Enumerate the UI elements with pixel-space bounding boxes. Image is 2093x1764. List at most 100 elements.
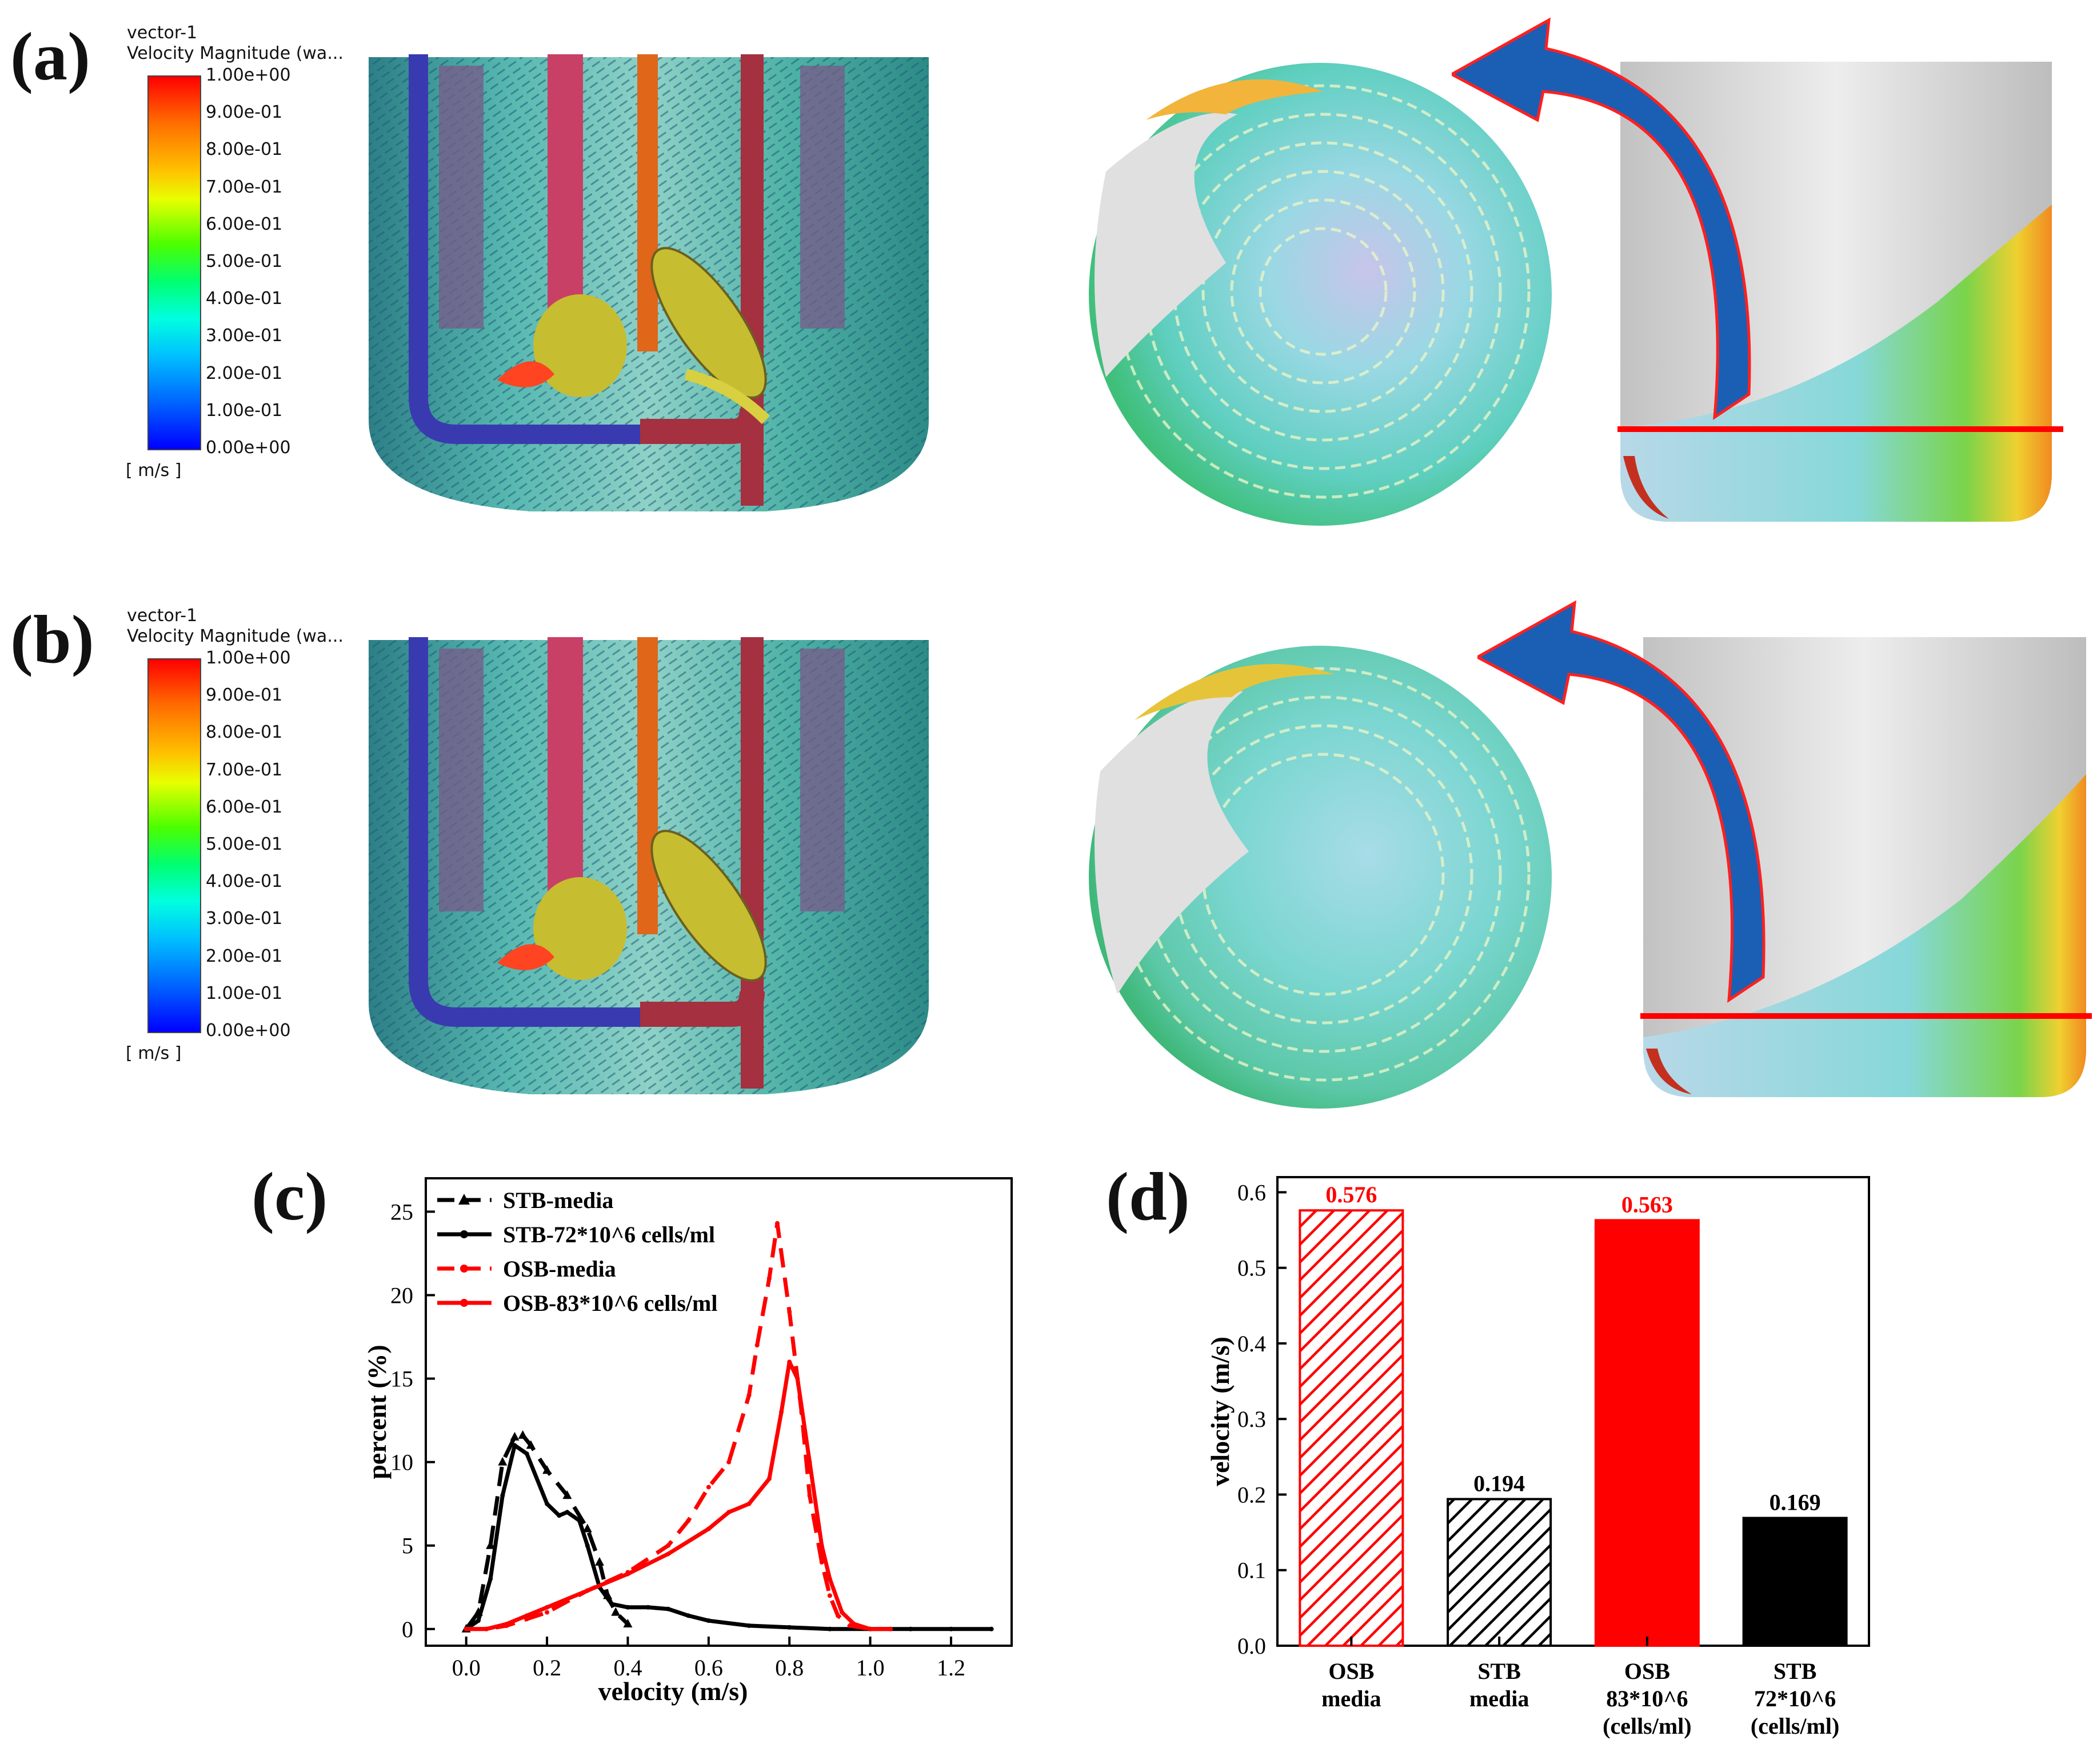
data-point — [577, 1518, 582, 1523]
data-point — [565, 1510, 570, 1515]
bar — [1447, 1498, 1552, 1647]
panel-b-label: (b) — [10, 601, 94, 677]
colorbar-tick-label: 5.00e-01 — [206, 251, 283, 271]
legend-marker — [458, 1194, 470, 1205]
y-tick-label: 0.6 — [1237, 1179, 1266, 1205]
panel-d-label: (d) — [1106, 1158, 1190, 1234]
y-tick-label: 0.0 — [1237, 1633, 1266, 1659]
colorbar-unit-b: [ m/s ] — [126, 1043, 182, 1063]
colorbar-gradient — [147, 75, 201, 450]
data-point — [500, 1493, 505, 1498]
data-point — [623, 1619, 633, 1628]
data-point — [518, 1430, 528, 1439]
colorbar-tick-label: 1.00e+00 — [206, 648, 291, 668]
series-line-1 — [464, 1433, 629, 1630]
data-point — [787, 1309, 792, 1314]
colorbar-tick-label: 9.00e-01 — [206, 685, 283, 706]
bar-value-label: 0.576 — [1325, 1182, 1377, 1207]
data-point — [609, 1601, 614, 1606]
category-label: media — [1321, 1686, 1381, 1711]
data-point — [908, 1626, 913, 1631]
data-point — [787, 1625, 792, 1630]
data-point — [582, 1523, 592, 1533]
colorbar-tick-label: 2.00e-01 — [206, 946, 283, 966]
colorbar-tick-label: 5.00e-01 — [206, 834, 283, 854]
colorbar-tick-label: 1.00e-01 — [206, 983, 283, 1003]
data-point — [585, 1543, 590, 1548]
bar — [1299, 1209, 1404, 1647]
y-tick-label: 25 — [390, 1199, 413, 1225]
data-point — [779, 1410, 784, 1414]
data-point — [754, 1343, 760, 1348]
x-tick-label: 1.2 — [937, 1655, 965, 1681]
data-point — [868, 1626, 873, 1631]
colorbar-tick-label: 7.00e-01 — [206, 177, 283, 197]
colorbar-tick-label: 1.00e-01 — [206, 400, 283, 421]
category-label: STB — [1477, 1658, 1521, 1684]
colorbar-tick-label: 2.00e-01 — [206, 363, 283, 383]
impeller-plane-disc-b — [1089, 646, 1552, 1109]
data-point — [706, 1526, 711, 1531]
data-point — [686, 1613, 691, 1618]
data-point — [827, 1626, 832, 1631]
data-point — [545, 1605, 550, 1610]
data-point — [645, 1605, 650, 1610]
legend-label: STB-72*10^6 cells/ml — [503, 1222, 715, 1247]
y-tick-label: 15 — [390, 1366, 413, 1392]
data-point — [510, 1431, 520, 1441]
data-point — [819, 1543, 824, 1548]
category-label: (cells/ml) — [1751, 1713, 1840, 1739]
colorbar-tick-label: 3.00e-01 — [206, 326, 283, 346]
category-label: 72*10^6 — [1754, 1686, 1836, 1711]
x-tick-label: 0.2 — [533, 1655, 561, 1681]
data-point — [666, 1606, 671, 1611]
data-point — [766, 1476, 772, 1481]
data-point — [706, 1618, 711, 1623]
bar-value-label: 0.194 — [1473, 1470, 1525, 1496]
data-point — [848, 1623, 853, 1628]
bar-value-label: 0.563 — [1621, 1191, 1673, 1217]
colorbar-tick-label: 0.00e+00 — [206, 1021, 291, 1041]
data-point — [852, 1622, 857, 1627]
data-point — [795, 1376, 800, 1381]
y-tick-label: 0.1 — [1237, 1558, 1266, 1583]
colorbar-title-line2-b: Velocity Magnitude (wa... — [127, 626, 343, 646]
category-label: OSB — [1328, 1658, 1374, 1684]
category-label: (cells/ml) — [1603, 1713, 1692, 1739]
legend-marker — [460, 1299, 468, 1307]
legend-marker — [460, 1230, 468, 1238]
data-point — [726, 1459, 732, 1465]
colorbar-unit: [ m/s ] — [126, 461, 182, 481]
data-point — [611, 1607, 621, 1616]
data-point — [948, 1626, 953, 1631]
data-point — [666, 1551, 671, 1557]
data-point — [827, 1593, 832, 1598]
y-tick-label: 0.3 — [1237, 1406, 1266, 1432]
y-tick-label: 20 — [390, 1283, 413, 1309]
data-point — [488, 1577, 493, 1582]
data-point — [746, 1501, 752, 1506]
colorbar-tick-label: 6.00e-01 — [206, 797, 283, 817]
data-point — [625, 1605, 630, 1610]
series-line-4 — [466, 1359, 890, 1631]
bar-value-label: 0.169 — [1770, 1489, 1821, 1515]
colorbar-tick-label: 6.00e-01 — [206, 214, 283, 234]
data-point — [557, 1513, 562, 1518]
colorbar-tick-label: 1.00e+00 — [206, 65, 291, 85]
colorbar-a: vector-1 Velocity Magnitude (wa... 1.00e… — [114, 23, 354, 491]
data-point — [827, 1577, 832, 1582]
data-point — [989, 1626, 994, 1631]
colorbar-title-line1: vector-1 — [127, 23, 198, 43]
panel-a-label: (a) — [10, 18, 90, 94]
y-tick-label: 10 — [390, 1450, 413, 1475]
colorbar-tick-label: 4.00e-01 — [206, 289, 283, 309]
data-point — [819, 1559, 824, 1565]
data-point — [726, 1510, 732, 1515]
category-label: 83*10^6 — [1606, 1686, 1688, 1711]
data-point — [807, 1459, 812, 1465]
data-point — [787, 1359, 792, 1365]
zoom-arrow-a — [1452, 17, 1751, 420]
colorbar-b: vector-1 Velocity Magnitude (wa... 1.00e… — [114, 606, 354, 1074]
colorbar-title-line1-b: vector-1 — [127, 606, 198, 626]
